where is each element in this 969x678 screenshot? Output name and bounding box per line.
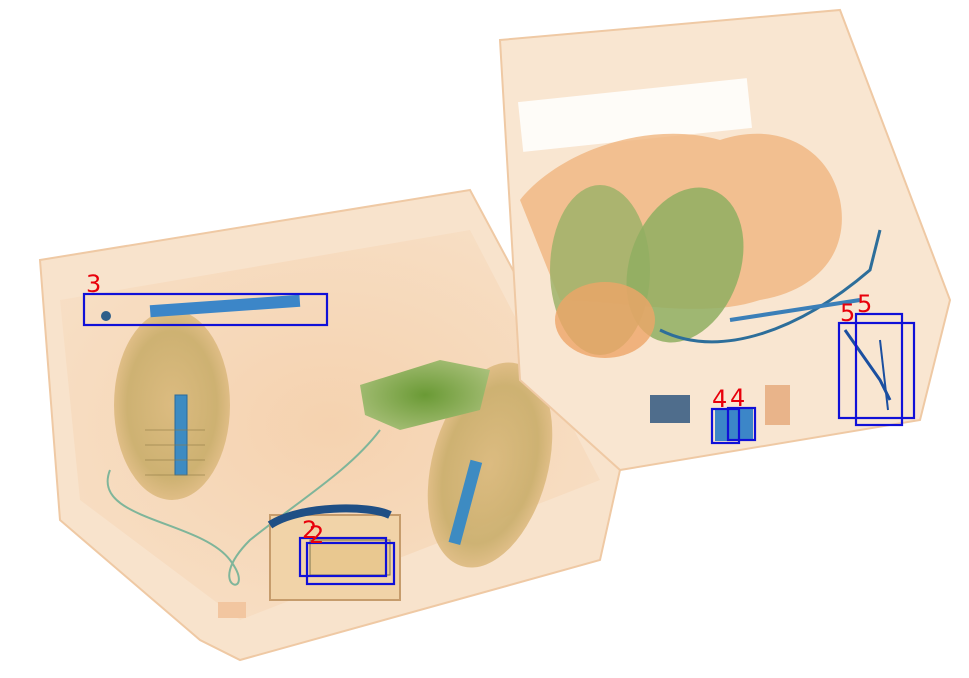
left-bag: [38, 188, 622, 662]
left-shoe: [114, 310, 230, 500]
green-pouch: [360, 360, 490, 430]
detection-box: 5: [854, 290, 904, 427]
detection-label: 2: [309, 521, 324, 549]
detection-label: 4: [712, 385, 727, 413]
detection-label: 5: [857, 290, 872, 318]
detection-box: 4: [710, 385, 741, 445]
detection-label: 4: [730, 384, 745, 412]
shoe-b: [626, 187, 744, 343]
detection-box: 3: [82, 270, 329, 327]
detection-box: 2: [298, 516, 388, 578]
detection-label: 3: [86, 270, 101, 298]
detection-box: 2: [305, 521, 396, 586]
detection-box: 5: [837, 299, 916, 420]
detection-label: 2: [302, 516, 317, 544]
detection-box: 4: [726, 384, 757, 442]
right-bag: [498, 8, 952, 472]
detection-label: 5: [840, 299, 855, 327]
detection-overlays: 3 2 2 4 4 5 5: [82, 270, 916, 586]
